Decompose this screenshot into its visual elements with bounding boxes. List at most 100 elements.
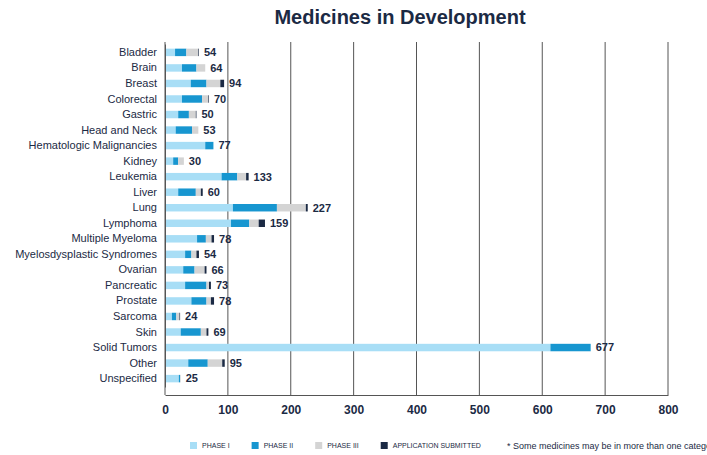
bar-segment [165,64,182,71]
bar-segment [165,359,188,366]
bar-segment [178,111,189,118]
grid-line [165,42,166,395]
total-label: 25 [186,372,198,384]
bar-segment [165,266,183,273]
y-axis-line [165,45,166,388]
bar-segment [237,173,246,180]
bar-segment [197,235,206,242]
y-tick-label: Kidney [123,155,157,167]
bar-segment [181,328,201,335]
y-tick: Lung [133,201,165,213]
grid-line [479,42,480,395]
bar-segment [165,126,176,133]
y-tick: Hematologic Malignancies [29,139,165,151]
y-tick: Brain [131,61,165,73]
y-tick-label: Brain [131,61,157,73]
legend-item: PHASE I [190,442,230,449]
y-tick-label: Hematologic Malignancies [29,139,158,151]
total-label: 78 [219,295,231,307]
bar-segment [186,49,198,56]
grid-line [227,42,228,395]
y-tick-label: Unspecified [100,372,157,384]
bar-segment [206,328,208,335]
total-label: 77 [218,139,230,151]
y-tick: Leukemia [109,170,165,182]
y-tick-label: Lymphoma [103,217,158,229]
bar-segment [172,313,176,320]
total-label: 227 [313,202,331,214]
y-tick: Head and Neck [81,124,165,136]
bar-segment [165,157,173,164]
legend-item: PHASE II [252,442,294,449]
bar-segment [176,313,179,320]
x-tick-label: 300 [344,403,364,417]
bar-segment [206,282,209,289]
total-label: 60 [208,186,220,198]
y-tick: Breast [125,77,165,89]
y-tick: Pancreatic [105,279,165,291]
x-tick-label: 700 [596,403,616,417]
bar-segment [198,126,199,133]
y-tick-label: Gastric [122,108,157,120]
total-label: 133 [254,171,272,183]
bar-segment [205,64,206,71]
bar-segment [205,142,213,149]
total-label: 50 [201,108,213,120]
total-label: 54 [204,46,217,58]
bar-segment [189,111,196,118]
x-tick-label: 100 [218,403,238,417]
x-tick: 0 [162,395,169,417]
y-tick: Gastric [122,108,165,120]
legend-swatch [381,442,388,449]
bar-segment [208,359,222,366]
bar-segment [277,204,306,211]
y-tick-label: Leukemia [109,170,158,182]
total-label: 53 [203,124,215,136]
y-tick: Unspecified [100,372,165,384]
legend-item: APPLICATION SUBMITTED [381,442,481,449]
x-tick-label: 0 [162,403,169,417]
bar-segment [165,95,182,102]
bar-segment [201,188,203,195]
chart: Medicines in Development5464947050537730… [0,0,707,455]
bar-segment [173,157,178,164]
bar-segment [590,344,591,351]
x-tick: 400 [407,395,427,417]
total-label: 95 [230,357,242,369]
bar-segment [165,344,550,351]
bar-segment [231,220,249,227]
bar-segment [212,235,215,242]
footnote: * Some medicines may be in more than one… [507,441,707,451]
total-label: 30 [189,155,201,167]
bar-segment [183,157,184,164]
x-axis-line [166,395,669,396]
x-tick-label: 200 [281,403,301,417]
y-tick-label: Liver [133,186,157,198]
y-tick: Myelosdysplastic Syndromes [15,248,165,260]
bar-segment [185,282,206,289]
bar-segment [196,251,199,258]
bar-segment [259,220,265,227]
bar-segment [175,49,186,56]
y-tick-label: Other [129,357,157,369]
bar-segment [165,328,181,335]
legend-label: PHASE II [264,442,294,449]
bars [165,49,591,383]
y-tick: Skin [136,326,165,338]
bar-segment [165,111,178,118]
bar-segment [233,204,277,211]
total-label: 677 [596,341,614,353]
y-tick: Colorectal [107,93,165,105]
bar-segment [191,251,196,258]
y-tick: Multiple Myeloma [71,232,165,244]
bar-segment [191,297,206,304]
bar-segment [213,142,214,149]
bar-segment [205,266,207,273]
bar-segment [179,375,180,382]
legend: PHASE IPHASE IIPHASE IIIAPPLICATION SUBM… [190,441,707,451]
bar-segment [246,173,249,180]
y-tick: Kidney [123,155,165,167]
y-tick-label: Solid Tumors [93,341,158,353]
bar-segment [208,95,210,102]
bar-segment [249,220,258,227]
